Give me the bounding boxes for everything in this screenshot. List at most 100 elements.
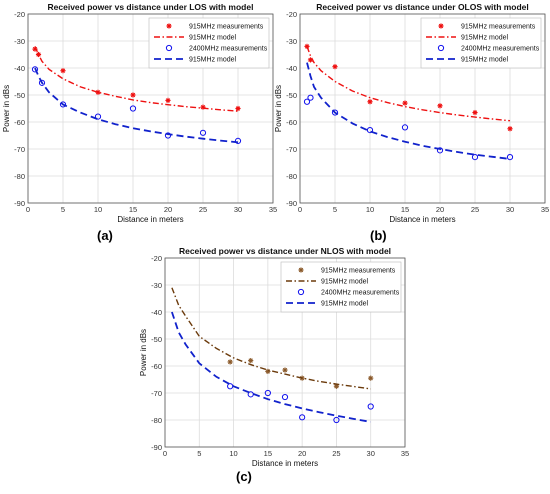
- legend-entry: 2400MHz measurements: [189, 46, 268, 53]
- chart-1: -90 -80 -70 -60 -50 -40 -30 -20 0 5 10 15 20 25 30 35 Re…: [274, 2, 549, 224]
- x-tick-label: 25: [471, 205, 479, 214]
- series-line: [306, 62, 511, 160]
- data-point-star-arm: [165, 98, 171, 103]
- caption-c: (c): [236, 469, 252, 484]
- data-point-star-arm: [227, 359, 233, 365]
- data-point-star-arm: [166, 23, 172, 29]
- data-point-circle: [331, 109, 339, 116]
- y-tick-label: -30: [286, 37, 297, 46]
- x-tick-label: 30: [506, 205, 514, 214]
- x-tick-label: 30: [367, 449, 375, 458]
- legend-circle-swatch: [437, 44, 445, 52]
- y-tick-label: -20: [14, 10, 25, 19]
- y-tick-label: -60: [286, 118, 297, 127]
- data-point-star-arm: [334, 384, 339, 389]
- y-tick-label: -70: [151, 389, 162, 398]
- data-point-star-arm: [367, 99, 373, 104]
- data-point-star-arm: [200, 104, 206, 110]
- x-tick-label: 10: [94, 205, 102, 214]
- series-3: [306, 62, 511, 160]
- chart-title: Received power vs distance under NLOS wi…: [179, 246, 391, 256]
- y-tick-label: -60: [14, 118, 25, 127]
- x-tick-label: 35: [269, 205, 277, 214]
- legend-entry: 915MHz model: [461, 35, 509, 42]
- x-axis-label: Distance in meters: [252, 459, 318, 468]
- data-point-circle: [281, 393, 289, 401]
- y-tick-label: -40: [151, 308, 162, 317]
- y-tick-label: -50: [14, 91, 25, 100]
- series-1: [306, 46, 511, 122]
- series-2: [303, 94, 514, 161]
- y-tick-label: -20: [286, 10, 297, 19]
- y-tick-label: -80: [151, 416, 162, 425]
- chart-0: -90 -80 -70 -60 -50 -40 -30 -20 0 5 10 15 20 25 30 35 Re…: [2, 2, 277, 224]
- data-point-circle: [436, 147, 444, 154]
- data-point-circle: [299, 414, 306, 421]
- x-tick-label: 30: [234, 205, 242, 214]
- data-point-circle: [164, 132, 172, 139]
- caption-b: (b): [370, 228, 387, 243]
- data-point-circle: [94, 113, 102, 120]
- data-point-star-arm: [130, 92, 136, 98]
- y-axis-label: Power in dBs: [2, 85, 11, 132]
- x-tick-label: 0: [163, 449, 167, 458]
- y-tick-label: -40: [14, 64, 25, 73]
- data-point-circle: [366, 127, 374, 134]
- y-tick-label: -60: [151, 362, 162, 371]
- series-2: [31, 66, 242, 144]
- x-axis-label: Distance in meters: [389, 215, 455, 224]
- data-point-star-arm: [332, 64, 338, 69]
- legend: 915MHz measurements 915MHz model 2400MHz m…: [420, 17, 542, 69]
- y-tick-label: -80: [14, 172, 25, 181]
- series-3: [171, 311, 371, 423]
- x-tick-label: 20: [298, 449, 306, 458]
- data-point-circle: [234, 137, 242, 144]
- chart-title: Received power vs distance under OLOS wi…: [316, 2, 529, 12]
- x-tick-label: 20: [436, 205, 444, 214]
- data-point-circle: [333, 416, 340, 424]
- data-point-star-arm: [95, 90, 101, 95]
- data-point-circle: [471, 154, 479, 161]
- data-point-circle: [31, 66, 39, 73]
- y-tick-label: -30: [151, 281, 162, 290]
- y-tick-label: -40: [286, 64, 297, 73]
- legend-entry: 2400MHz measurements: [461, 46, 540, 53]
- x-tick-label: 10: [229, 449, 237, 458]
- data-point-star-arm: [248, 358, 253, 363]
- data-point-star-arm: [437, 103, 443, 109]
- legend: 915MHz measurements 915MHz model 2400MHz m…: [148, 17, 270, 69]
- legend-entry: 915MHz measurements: [461, 24, 536, 31]
- data-point-star-arm: [60, 68, 66, 73]
- data-point-circle: [367, 403, 374, 410]
- x-tick-label: 0: [298, 205, 302, 214]
- legend-entry: 915MHz model: [321, 301, 369, 308]
- y-axis-label: Power in dBs: [139, 329, 148, 376]
- data-point-star-arm: [402, 100, 408, 106]
- legend-entry: 915MHz model: [189, 35, 237, 42]
- x-tick-label: 25: [332, 449, 340, 458]
- plot-frame: [27, 13, 274, 204]
- y-tick-label: -70: [14, 145, 25, 154]
- x-axis-label: Distance in meters: [117, 215, 183, 224]
- data-point-star-arm: [235, 106, 241, 111]
- series-0: [32, 46, 241, 112]
- x-tick-label: 10: [366, 205, 374, 214]
- data-point-star-arm: [438, 23, 444, 29]
- x-tick-label: 15: [264, 449, 272, 458]
- data-point-circle: [59, 101, 67, 108]
- y-tick-label: -80: [286, 172, 297, 181]
- series-1: [171, 287, 371, 390]
- series-2: [227, 383, 374, 424]
- data-point-star-arm: [507, 126, 513, 131]
- data-point-circle: [129, 105, 137, 112]
- y-axis-label: Power in dBs: [274, 85, 283, 132]
- legend-entry: 915MHz model: [461, 57, 509, 64]
- x-tick-label: 5: [61, 205, 65, 214]
- x-tick-label: 15: [401, 205, 409, 214]
- x-tick-label: 25: [199, 205, 207, 214]
- x-tick-label: 20: [164, 205, 172, 214]
- y-tick-label: -90: [14, 199, 25, 208]
- data-point-circle: [303, 98, 311, 105]
- plot-frame: [299, 13, 546, 204]
- legend-entry: 2400MHz measurements: [321, 290, 400, 297]
